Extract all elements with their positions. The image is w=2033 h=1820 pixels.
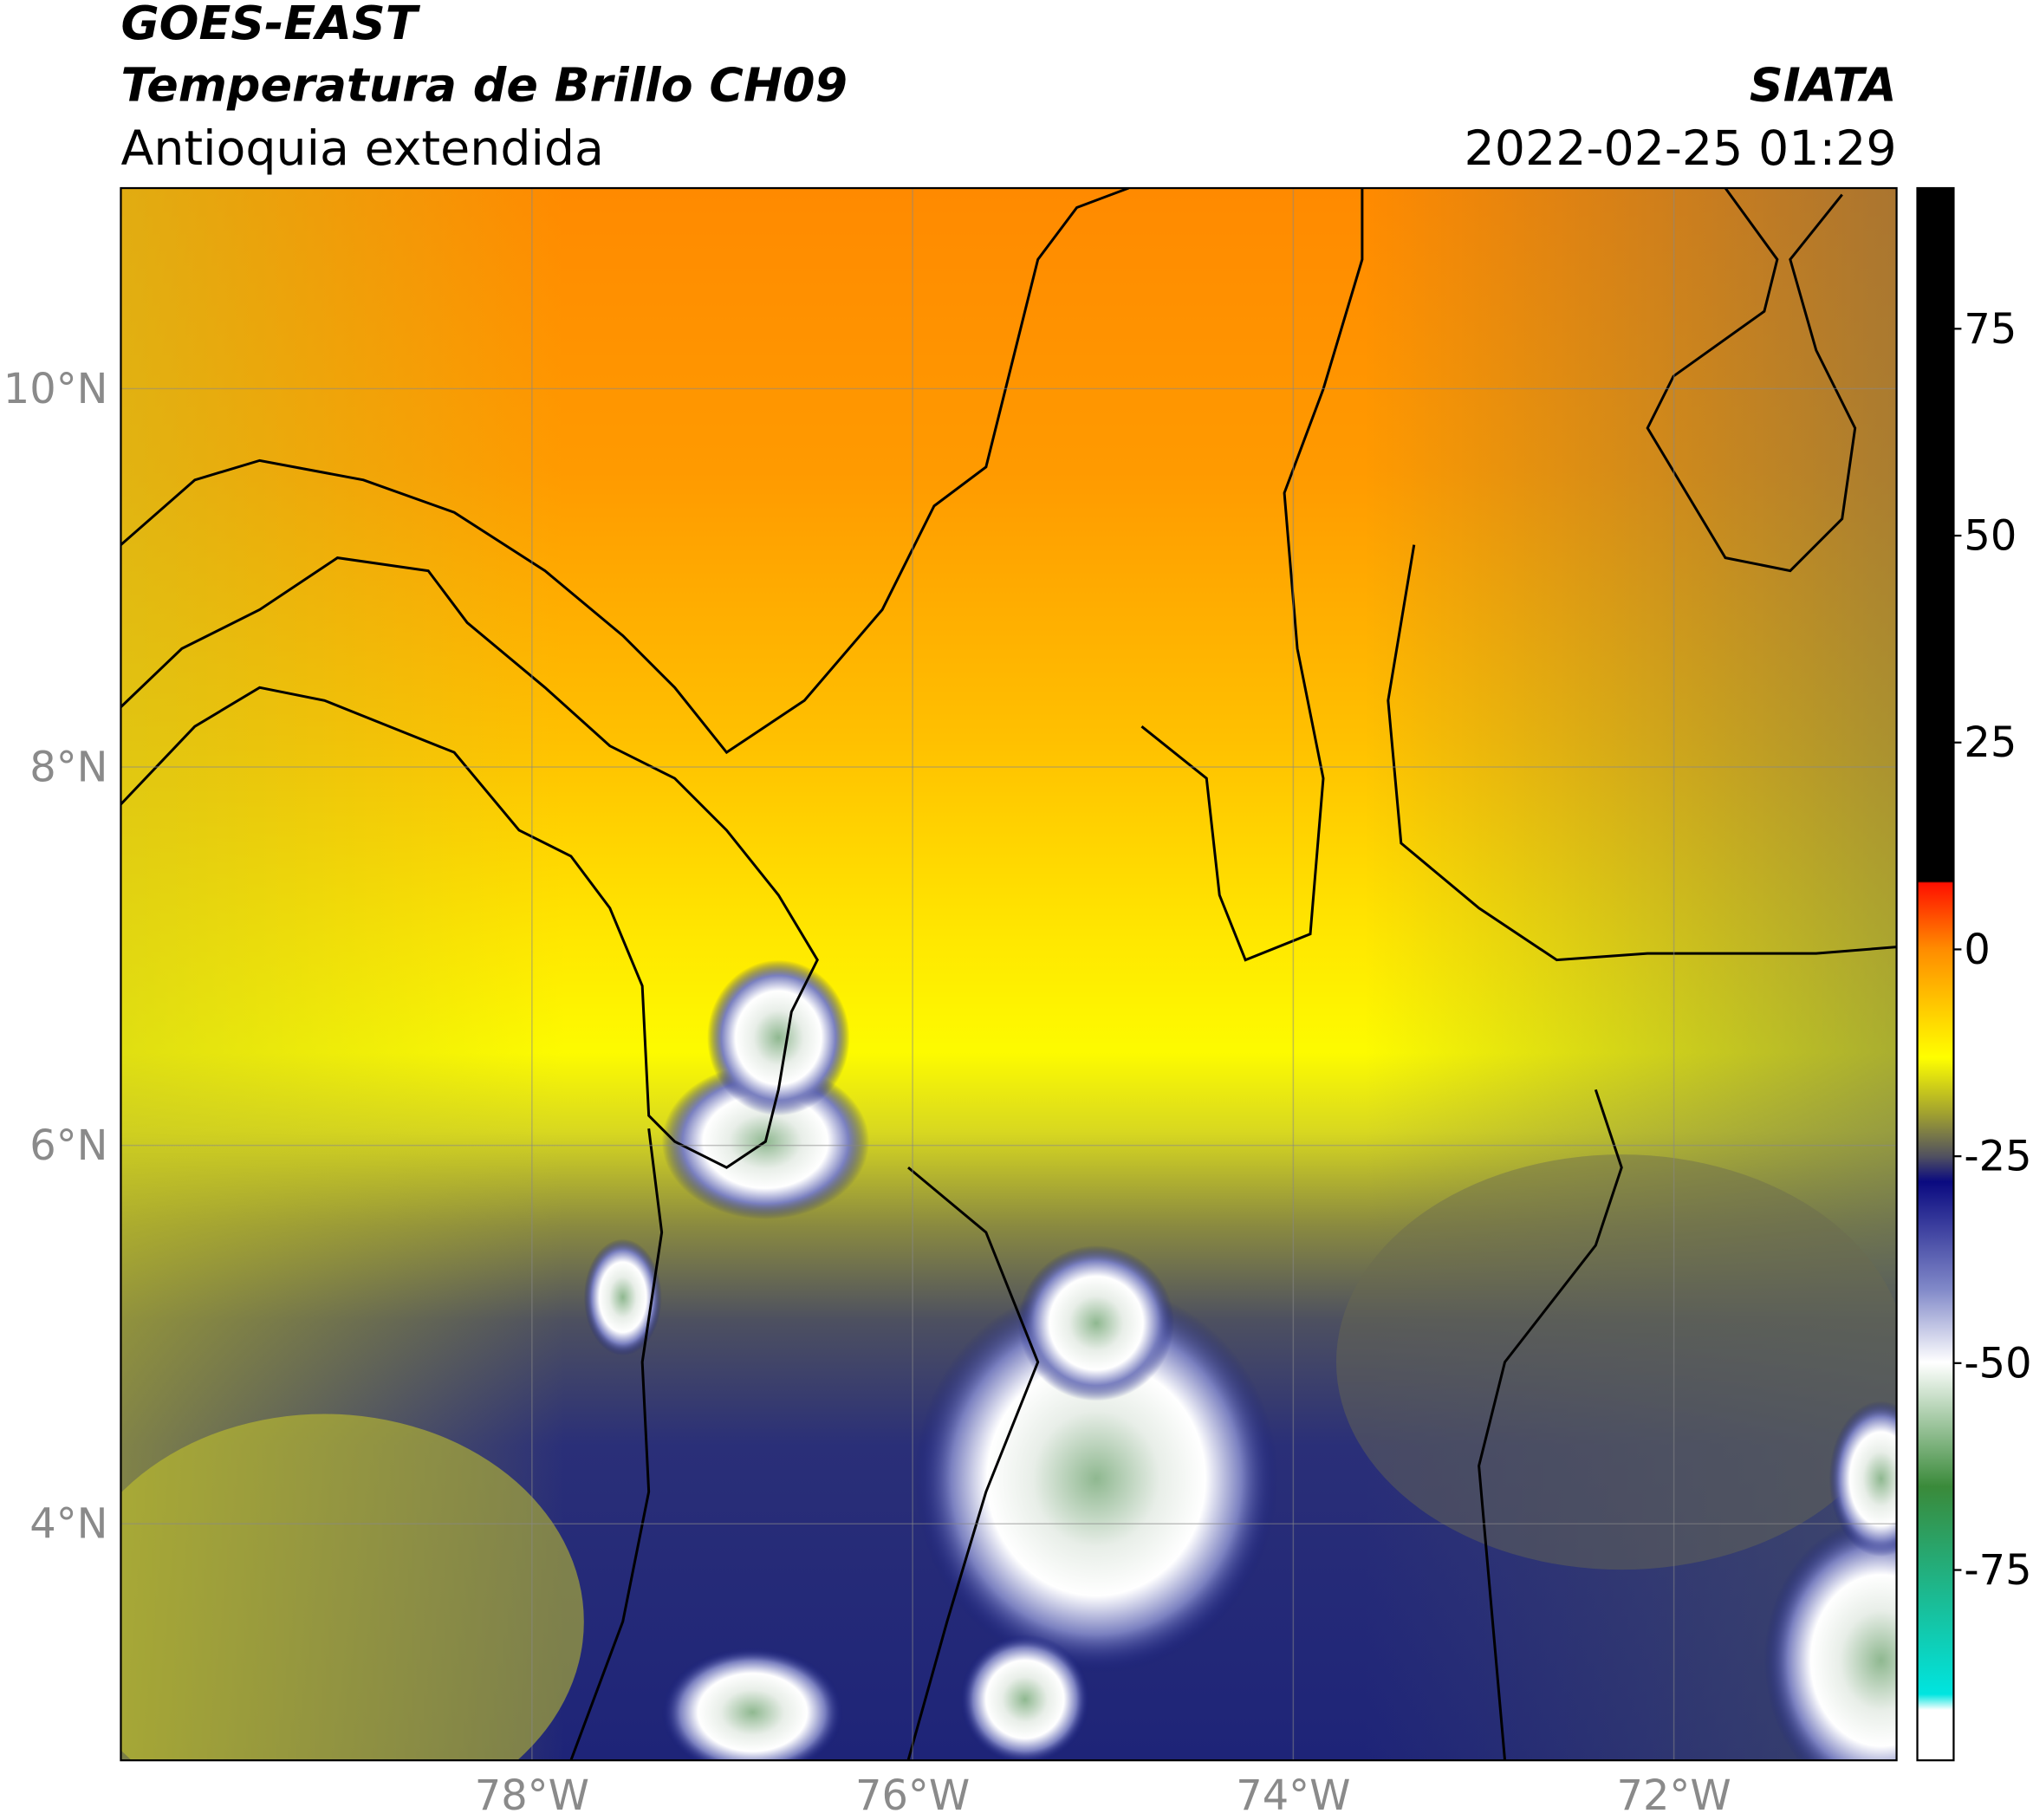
y-tick-label: 8°N <box>29 744 107 792</box>
coastline <box>120 188 1129 755</box>
warm-area <box>120 1414 584 1761</box>
grid <box>120 188 1897 1761</box>
border <box>1387 544 1897 962</box>
y-tick-label: 10°N <box>3 366 108 413</box>
title: GOES-EAST <box>120 0 420 50</box>
border <box>906 1166 1040 1761</box>
colorbar-tick-label: 0 <box>1964 926 1990 974</box>
cloud <box>583 1238 662 1356</box>
colorbar-tick-label: 25 <box>1964 719 2017 767</box>
map-imagery <box>120 188 1897 1761</box>
x-tick-label: 74°W <box>1236 1772 1350 1820</box>
border <box>1140 188 1364 962</box>
warm-area <box>1336 1154 1897 1570</box>
cloud <box>914 1284 1278 1674</box>
map-frame <box>120 186 1898 1762</box>
coastline <box>120 556 819 1169</box>
colorbar-tick-label: 75 <box>1964 306 2017 354</box>
x-tick-label: 72°W <box>1617 1772 1731 1820</box>
cloud <box>661 1647 844 1761</box>
colorbar <box>1916 186 1955 1762</box>
cloud <box>959 1634 1090 1761</box>
colorbar-tick-label: -50 <box>1964 1340 2031 1388</box>
cloud <box>1018 1245 1174 1401</box>
datetime: 2022-02-25 01:29 <box>1465 121 1897 177</box>
subtitle: Temperatura de Brillo CH09 <box>120 58 848 113</box>
colorbar-tick-label: -75 <box>1964 1547 2031 1595</box>
coastline <box>569 1128 664 1761</box>
colorbar-tick-label: 50 <box>1964 513 2017 561</box>
region: Antioquia extendida <box>120 121 603 177</box>
y-tick-label: 6°N <box>29 1122 107 1170</box>
x-tick-label: 78°W <box>475 1772 589 1820</box>
colorbar-tick-label: -25 <box>1964 1134 2031 1181</box>
cloud <box>1763 1518 1897 1761</box>
coastline <box>1646 188 1857 573</box>
x-tick-label: 76°W <box>855 1772 970 1820</box>
cloud <box>707 959 850 1116</box>
border <box>1478 1089 1623 1761</box>
source: SIATA <box>1750 58 1897 113</box>
cloud <box>1828 1401 1897 1557</box>
y-tick-label: 4°N <box>29 1501 107 1549</box>
